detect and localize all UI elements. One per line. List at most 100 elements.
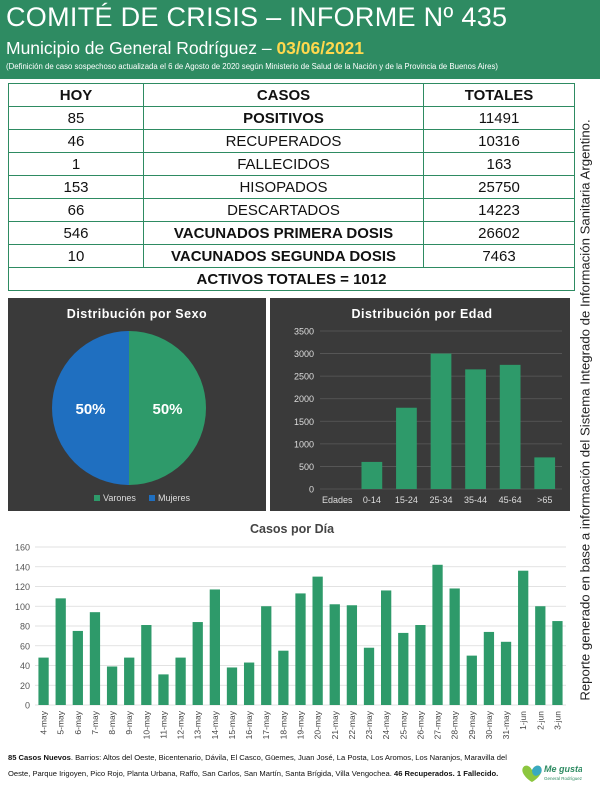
daily-bar (449, 588, 460, 705)
sex-pie-chart: Distribución por Sexo 50% 50% Varones Mujer… (52, 307, 207, 503)
legend-label: Mujeres (158, 493, 191, 503)
sex-chart-panel: Distribución por Sexo 50% 50% Varones Mujer… (8, 298, 266, 511)
x-tick-label: 25-may (398, 710, 408, 739)
y-tick-label: 0 (25, 701, 30, 711)
active-total: ACTIVOS TOTALES = 1012 (8, 267, 575, 291)
y-tick-label: 80 (20, 622, 30, 632)
total-cell: 26602 (423, 221, 575, 245)
x-tick-label: 13-may (193, 710, 203, 739)
daily-bar (535, 606, 546, 705)
age-bar (361, 461, 383, 489)
report-date: 03/06/2021 (276, 38, 365, 58)
x-tick-label: 3-jun (552, 711, 562, 730)
x-tick-label: 28-may (450, 710, 460, 739)
daily-bar (243, 662, 255, 705)
municipality-label: Municipio de General Rodríguez – (6, 38, 277, 58)
x-tick-label: 8-may (107, 710, 117, 734)
age-chart-title: Distribución por Edad (351, 307, 492, 321)
heart-icon: Me gusta General Rodríguez (522, 764, 583, 782)
table-footer-row: ACTIVOS TOTALES = 1012 (8, 267, 575, 291)
definition-note: (Definición de caso sospechoso actualiza… (6, 62, 498, 71)
x-tick-label: 26-may (415, 710, 425, 739)
total-cell: 163 (423, 152, 575, 176)
daily-bar (552, 621, 563, 705)
x-tick-label: 5-may (56, 710, 66, 734)
table-row: 153 HISOPADOS 25750 (8, 175, 575, 199)
x-tick-label: 12-may (176, 710, 186, 739)
daily-bar (141, 625, 152, 705)
x-tick-label: 15-24 (395, 495, 418, 505)
y-tick-label: 3000 (294, 349, 314, 359)
x-tick-label: 45-64 (499, 495, 522, 505)
x-tick-label: 2-jun (535, 711, 545, 730)
source-note-sidebar: Reporte generado en base a información d… (572, 100, 598, 720)
daily-bar (192, 622, 203, 705)
daily-bar (72, 630, 83, 705)
label-cell: VACUNADOS PRIMERA DOSIS (143, 221, 424, 245)
header-hoy: HOY (8, 83, 144, 107)
x-tick-label: 27-may (433, 710, 443, 739)
x-tick-label: 4-may (39, 710, 49, 734)
x-tick-label: 10-may (141, 710, 151, 739)
municipality-logo: Me gusta General Rodríguez (520, 758, 583, 794)
hoy-cell: 153 (8, 175, 144, 199)
sex-chart-title: Distribución por Sexo (67, 307, 207, 321)
daily-bar (295, 593, 306, 705)
daily-bar (398, 632, 409, 705)
x-tick-label: 30-may (484, 710, 494, 739)
table-header-row: HOY CASOS TOTALES (8, 83, 575, 107)
table-row: 10 VACUNADOS SEGUNDA DOSIS 7463 (8, 244, 575, 268)
daily-chart-title: Casos por Día (250, 522, 335, 536)
x-tick-label: 9-may (124, 710, 134, 734)
daily-bar (312, 576, 323, 705)
daily-bar (381, 590, 392, 705)
daily-bar (363, 647, 375, 705)
age-bar (430, 353, 452, 489)
hoy-cell: 546 (8, 221, 144, 245)
label-cell: HISOPADOS (143, 175, 424, 199)
age-bar (534, 457, 556, 489)
x-tick-label: 22-may (347, 710, 357, 739)
daily-bar (55, 598, 66, 705)
header-casos: CASOS (143, 83, 424, 107)
y-tick-label: 40 (20, 661, 30, 671)
daily-bar (500, 641, 512, 705)
age-bar-chart: Distribución por Edad 0 500 1000 1500 2000 25… (294, 307, 562, 505)
cases-table: HOY CASOS TOTALES 85 POSITIVOS 11491 46 … (8, 83, 575, 291)
daily-bar (124, 657, 135, 705)
x-tick-label: 18-may (278, 710, 288, 739)
x-tick-label: >65 (537, 495, 552, 505)
daily-bar (329, 604, 340, 705)
daily-bar (415, 625, 426, 705)
table-row: 66 DESCARTADOS 14223 (8, 198, 575, 222)
age-bar (499, 364, 521, 489)
report-subtitle: Municipio de General Rodríguez – 03/06/2… (6, 38, 364, 59)
hoy-cell: 66 (8, 198, 144, 222)
total-cell: 25750 (423, 175, 575, 199)
total-cell: 10316 (423, 129, 575, 153)
x-tick-label: 15-may (227, 710, 237, 739)
daily-bar (518, 570, 529, 705)
x-tick-label: Edades (322, 495, 353, 505)
table-row: 85 POSITIVOS 11491 (8, 106, 575, 130)
age-bar (465, 369, 486, 489)
daily-bar (209, 589, 220, 705)
x-tick-label: 29-may (467, 710, 477, 739)
pie-slice-varones (129, 331, 206, 485)
x-tick-label: 6-may (73, 710, 83, 734)
daily-bar (466, 655, 477, 705)
daily-bar (158, 674, 169, 705)
total-cell: 11491 (423, 106, 575, 130)
daily-cases-chart: Casos por Día 0 20 40 60 80 100 120 140 160 4-may… (15, 522, 566, 739)
daily-bar (278, 650, 289, 705)
x-tick-label: 21-may (330, 710, 340, 739)
daily-bar (106, 666, 118, 705)
daily-bar (38, 657, 49, 705)
header-totales: TOTALES (423, 83, 575, 107)
daily-bar (175, 657, 186, 705)
hoy-cell: 10 (8, 244, 144, 268)
y-tick-label: 2500 (294, 372, 314, 382)
daily-bar (346, 605, 358, 705)
legend-swatch (149, 495, 155, 501)
label-cell: POSITIVOS (143, 106, 424, 130)
